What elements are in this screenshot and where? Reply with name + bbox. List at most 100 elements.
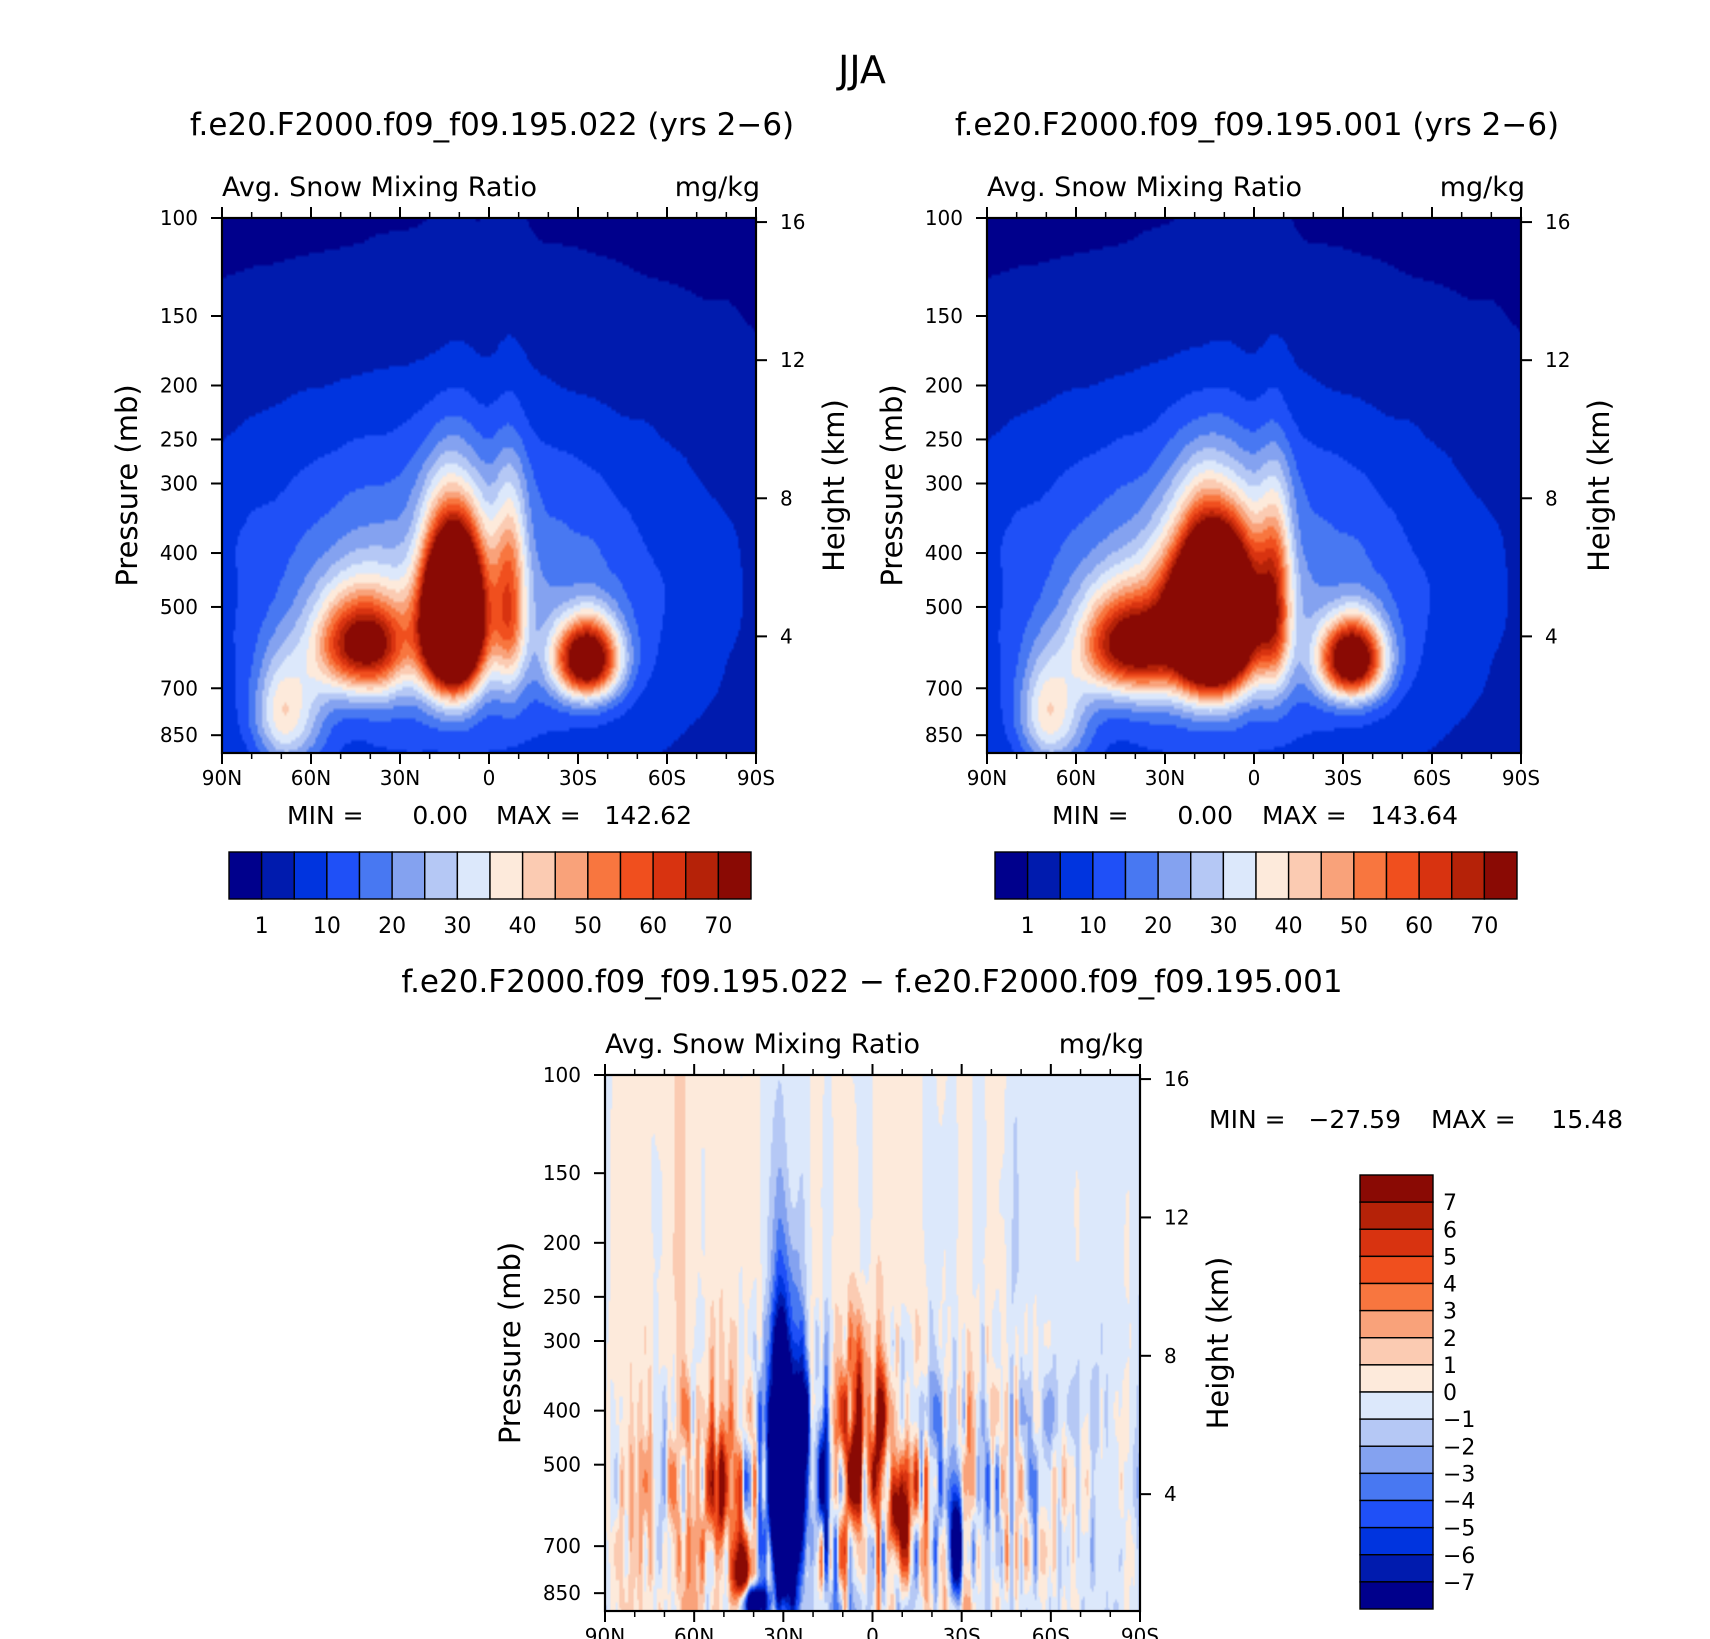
colorbar-swatch [1359,1499,1434,1529]
y-right-axis-label: Height (km) [1582,399,1616,572]
colorbar-label: 1 [1443,1354,1457,1379]
colorbar-label: 30 [1209,914,1237,939]
colorbar-label: 4 [1443,1273,1457,1298]
colorbar-label: 60 [1405,914,1433,939]
colorbar-label: 3 [1443,1300,1457,1325]
panel-bottom-diff: f.e20.F2000.f09_f09.195.022 − f.e20.F200… [401,964,1623,1639]
x-tick-label: 90S [1121,1624,1159,1639]
x-tick-label: 30N [763,1624,803,1639]
y-tick-label: 300 [543,1329,581,1353]
colorbar-swatch [994,851,1029,900]
colorbar-swatch [1483,851,1518,900]
y-right-tick-label: 4 [1545,624,1558,648]
colorbar-label: 0 [1443,1381,1457,1406]
colorbar-swatch [358,851,393,900]
y-tick-label: 500 [543,1453,581,1477]
x-tick-label: 60N [674,1624,714,1639]
min-label: MIN = [1209,1105,1286,1134]
y-right-tick-label: 16 [780,210,805,234]
x-tick-label: 60N [291,766,331,790]
panel-title: f.e20.F2000.f09_f09.195.022 (yrs 2−6) [190,107,794,143]
colorbar-label: 70 [704,914,732,939]
colorbar-swatch [456,851,491,900]
colorbar-swatch [1451,851,1486,900]
colorbar-swatch [1359,1472,1434,1502]
colorbar-swatch [1092,851,1127,900]
y-tick-label: 500 [160,595,198,619]
y-right-tick-label: 4 [780,624,793,648]
panels-layer: f.e20.F2000.f09_f09.195.022 (yrs 2−6) Avg… [110,107,1623,1639]
y-tick-label: 850 [160,723,198,747]
y-tick-label: 400 [160,541,198,565]
y-tick-label: 850 [925,723,963,747]
x-tick-label: 30S [559,766,597,790]
y-tick-label: 400 [543,1399,581,1423]
field-image [987,218,1521,753]
colorbar-label: 1 [255,914,269,939]
panel-top-right: f.e20.F2000.f09_f09.195.001 (yrs 2−6) Avg… [875,107,1616,939]
colorbar-label: −7 [1443,1571,1475,1596]
min-value: 0.00 [1177,801,1233,830]
y-tick-label: 200 [160,374,198,398]
colorbar-swatch [1026,851,1061,900]
y-tick-label: 150 [160,304,198,328]
y-right-tick-label: 12 [780,348,805,372]
colorbar-swatch [1359,1337,1434,1366]
colorbar-label: 10 [313,914,341,939]
max-value: 143.64 [1371,801,1458,830]
colorbar-swatch [1359,1309,1434,1339]
y-tick-label: 200 [925,374,963,398]
colorbar-swatch [717,851,752,900]
colorbar-swatch [1359,1581,1434,1610]
colorbar-swatch [1359,1445,1434,1475]
x-tick-label: 30N [380,766,420,790]
max-label: MAX = [1431,1105,1516,1134]
colorbar-swatch [554,851,589,900]
colorbar-swatch [228,851,263,900]
colorbar-label: 6 [1443,1218,1457,1243]
colorbar-label: 5 [1443,1245,1457,1270]
page-title: JJA [836,48,886,92]
y-tick-label: 200 [543,1231,581,1255]
y-tick-label: 150 [543,1161,581,1185]
colorbar-swatch [652,851,687,900]
colorbar-label: 7 [1443,1191,1457,1216]
max-value: 15.48 [1551,1105,1623,1134]
colorbar-label: 2 [1443,1327,1457,1352]
colorbar-swatch [521,851,556,900]
colorbar-swatch [1359,1554,1434,1583]
colorbar-swatch [489,851,524,900]
max-value: 142.62 [605,801,692,830]
y-right-tick-label: 4 [1164,1482,1177,1506]
x-tick-label: 60N [1056,766,1096,790]
colorbar-swatch [1359,1174,1434,1203]
colorbar-swatch [1157,851,1192,900]
min-label: MIN = [287,801,364,830]
x-tick-label: 90S [737,766,775,790]
colorbar-label: 40 [1275,914,1303,939]
panel-title: f.e20.F2000.f09_f09.195.022 − f.e20.F200… [401,964,1342,1000]
y-right-tick-label: 12 [1164,1205,1189,1229]
y-tick-label: 400 [925,541,963,565]
colorbar-swatch [1359,1526,1434,1556]
y-tick-label: 300 [160,472,198,496]
y-tick-label: 850 [543,1581,581,1605]
colorbar-label: 10 [1079,914,1107,939]
y-left-axis-label: Pressure (mb) [110,384,144,586]
y-right-tick-label: 8 [780,486,793,510]
x-tick-label: 90N [967,766,1007,790]
colorbar-swatch [1359,1391,1434,1420]
panel-title: f.e20.F2000.f09_f09.195.001 (yrs 2−6) [955,107,1559,143]
y-right-axis-label: Height (km) [817,399,851,572]
y-tick-label: 150 [925,304,963,328]
x-tick-label: 60S [1413,766,1451,790]
colorbar-swatch [1418,851,1453,900]
colorbar-label: 50 [574,914,602,939]
colorbar-label: 1 [1021,914,1035,939]
y-tick-label: 100 [160,206,198,230]
x-tick-label: 0 [483,766,496,790]
variable-label: Avg. Snow Mixing Ratio [605,1029,920,1060]
field-image [222,218,756,753]
colorbar-swatch [1059,851,1094,900]
x-tick-label: 30S [943,1624,981,1639]
